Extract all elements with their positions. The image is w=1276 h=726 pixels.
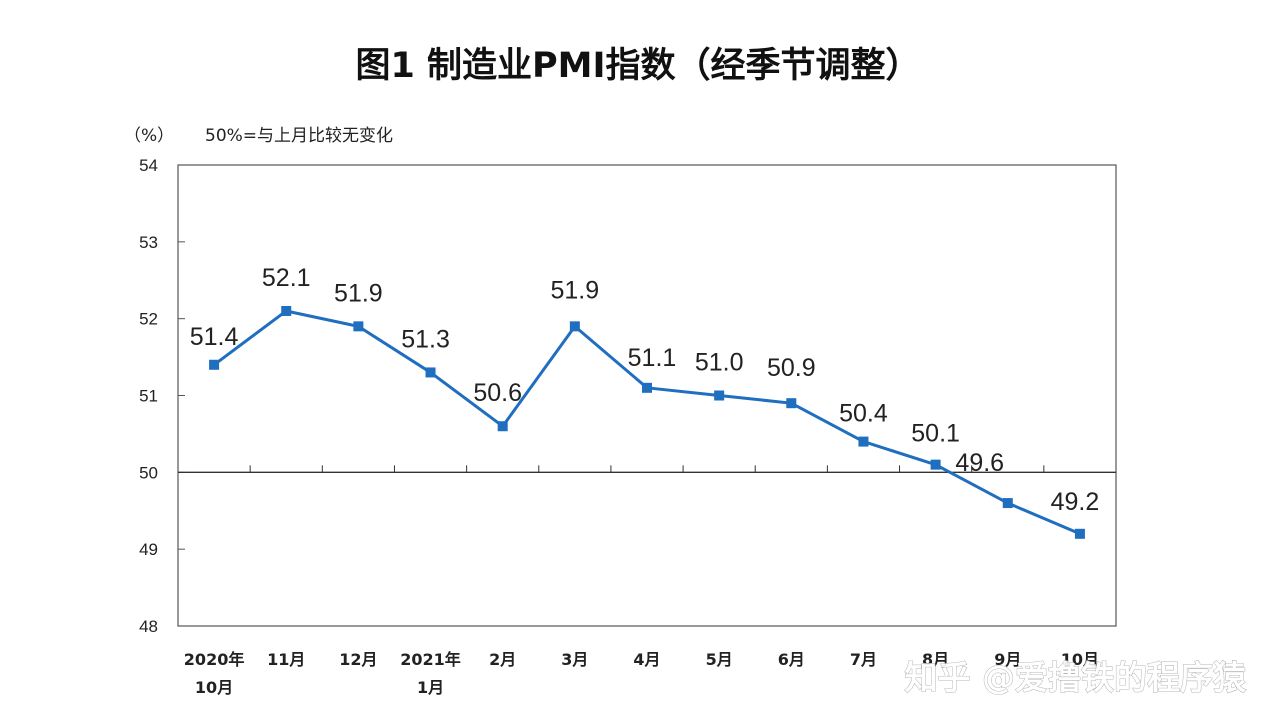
- x-tick-label: 2月: [489, 650, 516, 669]
- watermark: 知乎 @爱撸铁的程序猿: [905, 658, 1247, 697]
- x-tick-label: 5月: [706, 650, 733, 669]
- x-tick-label: 11月: [267, 650, 305, 669]
- data-label: 50.1: [911, 420, 960, 448]
- data-label: 51.9: [334, 279, 383, 307]
- y-tick-label: 48: [139, 617, 158, 636]
- data-point: [209, 359, 220, 370]
- x-tick-label: 7月: [850, 650, 877, 669]
- y-tick-label: 51: [139, 387, 158, 406]
- data-label: 51.4: [190, 323, 239, 351]
- reference-note: 50%=与上月比较无变化: [205, 126, 393, 146]
- data-label: 52.1: [262, 264, 311, 292]
- x-tick-label: 4月: [633, 650, 660, 669]
- data-point: [497, 421, 508, 432]
- data-point: [353, 321, 364, 332]
- data-point: [569, 321, 580, 332]
- data-point: [642, 382, 652, 393]
- plot-area: [177, 164, 1117, 627]
- data-label: 50.6: [473, 379, 522, 407]
- data-point: [425, 367, 436, 378]
- x-tick-label: 6月: [778, 650, 805, 669]
- data-label: 51.9: [551, 276, 600, 304]
- x-tick-label: 9月: [994, 650, 1021, 669]
- data-point: [786, 398, 797, 409]
- data-label: 50.4: [839, 400, 888, 428]
- x-tick-label: 8月: [922, 650, 949, 669]
- data-point: [1002, 498, 1013, 509]
- x-tick-label: 1月: [417, 678, 444, 697]
- chart-title: 图1 制造业PMI指数（经季节调整）: [355, 46, 920, 86]
- data-point: [930, 459, 941, 470]
- data-label: 51.3: [401, 325, 450, 353]
- y-tick-label: 53: [139, 233, 158, 252]
- y-tick-label: 49: [139, 540, 158, 559]
- data-label: 49.2: [1051, 488, 1100, 516]
- x-tick-label: 10月: [195, 678, 233, 697]
- data-label: 51.0: [695, 349, 744, 377]
- data-point: [858, 436, 869, 447]
- y-tick-label: 52: [139, 310, 158, 329]
- data-label: 51.1: [628, 344, 677, 372]
- y-tick-label: 50: [139, 463, 158, 482]
- y-tick-label: 54: [139, 156, 158, 175]
- data-label: 49.6: [955, 449, 1004, 477]
- data-point: [1074, 528, 1085, 539]
- x-tick-label: 2020年: [184, 650, 245, 669]
- data-point: [714, 390, 725, 401]
- x-tick-label: 10月: [1061, 650, 1099, 669]
- x-tick-label: 3月: [561, 650, 588, 669]
- x-tick-label: 2021年: [400, 650, 461, 669]
- data-label: 50.9: [767, 354, 816, 382]
- y-axis-unit: （%）: [124, 126, 174, 146]
- x-tick-label: 12月: [339, 650, 377, 669]
- data-point: [281, 305, 292, 316]
